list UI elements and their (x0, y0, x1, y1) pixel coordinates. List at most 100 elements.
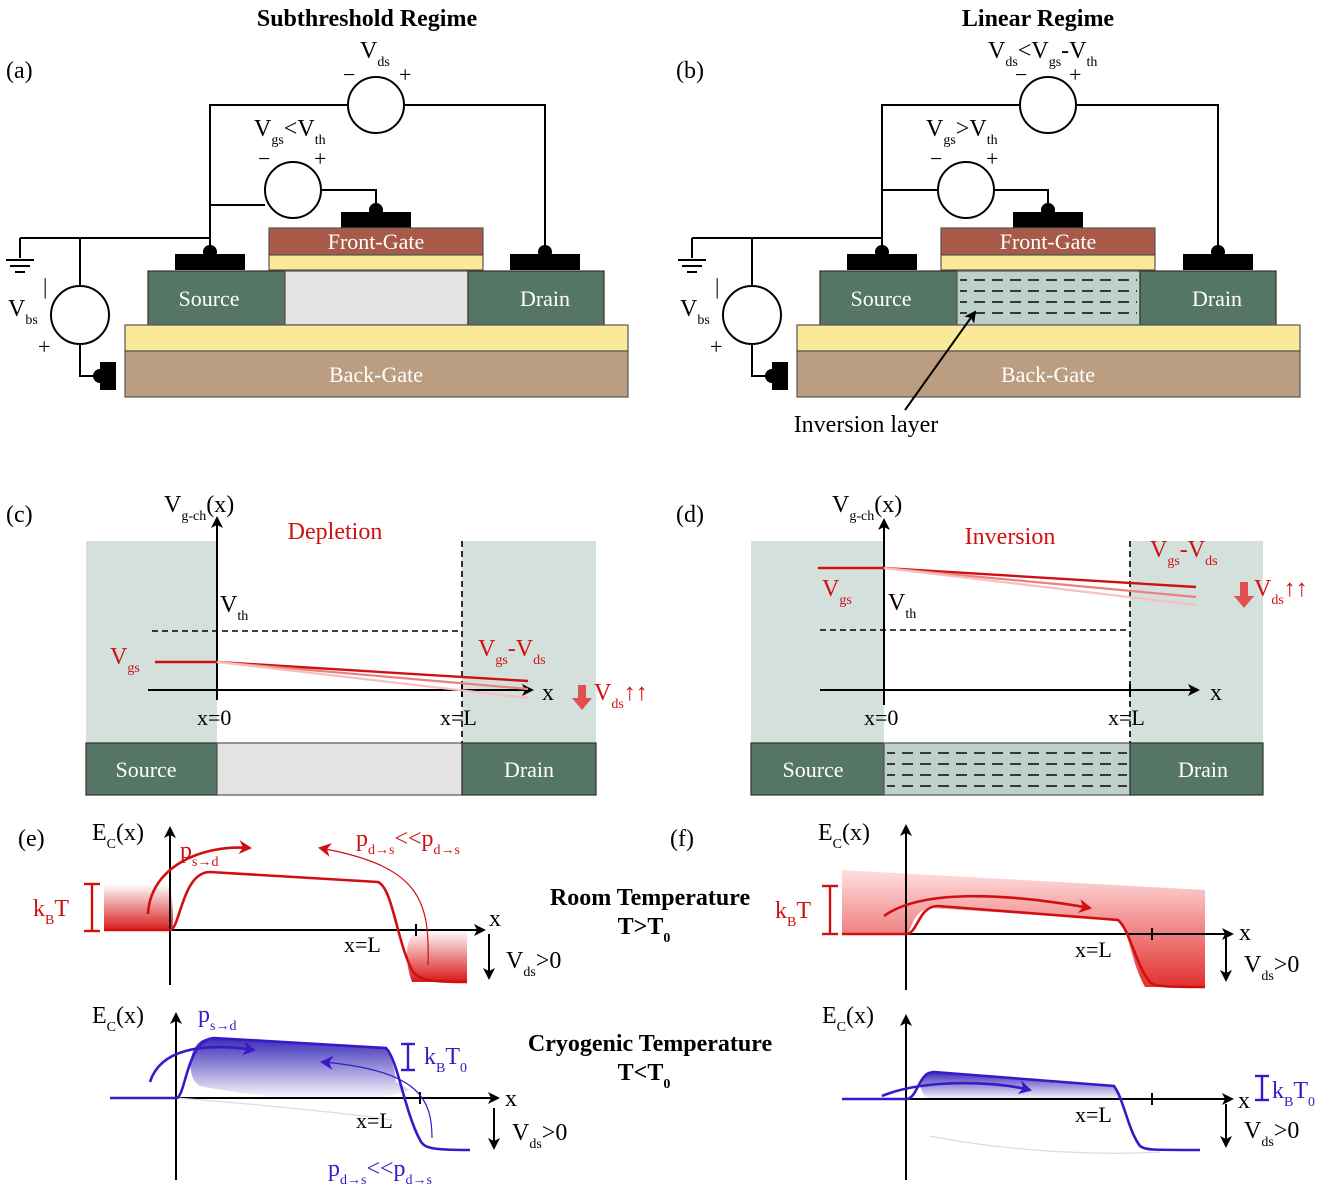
drain-label: Drain (520, 286, 570, 311)
vds-source (347, 76, 405, 134)
c-depletion: Depletion (288, 519, 383, 545)
vds-plus-b: + (1069, 62, 1081, 87)
inversion-layer-label: Inversion layer (794, 412, 939, 438)
f-cryo-xL: x=L (1075, 1102, 1112, 1127)
e-cryo-kbt-bracket (401, 1042, 415, 1072)
title-linear: Linear Regime (962, 6, 1115, 32)
f-cryo-fill (920, 1072, 1124, 1100)
f-cryo-vds: Vds>0 (1244, 1118, 1299, 1150)
e-cryo-vds: Vds>0 (512, 1120, 567, 1152)
f-room-kbt: kBT (775, 898, 811, 930)
vbs-plus-b: + (710, 334, 722, 359)
f-room-fill (842, 870, 1205, 987)
f-room-arrow (883, 894, 1092, 918)
vgs-source-b (937, 161, 995, 219)
c-vgs-vds: Vgs-Vds (478, 636, 546, 668)
room-temp-label: Room Temperature (550, 885, 751, 911)
f-cryo-arrow (881, 1080, 1032, 1098)
vgs-plus: + (314, 146, 326, 171)
e-room-pds: pd→s<<pd→s (356, 826, 460, 858)
vds-source-b (1019, 76, 1077, 134)
back-gate (124, 350, 629, 398)
vgs-label: Vgs<Vth (254, 116, 326, 148)
e-cryo-xL: x=L (356, 1108, 393, 1133)
d-bg-left (751, 541, 884, 743)
c-potential-1 (216, 660, 529, 683)
c-vgs: Vgs (110, 644, 140, 676)
drain-contact-dot (538, 245, 552, 259)
e-cryo-ylabel: EC(x) (92, 1003, 144, 1035)
e-cryo-pds: pd→s<<pd→s (328, 1156, 432, 1188)
drain-label-b: Drain (1192, 286, 1242, 311)
cryo-temp-label: Cryogenic Temperature (528, 1031, 773, 1057)
gate-oxide (268, 254, 484, 271)
d-ylabel: Vg-ch(x) (832, 492, 902, 524)
backgate-contact-b (772, 362, 788, 390)
d-potential-2 (883, 566, 1197, 599)
drain-region-b (1139, 270, 1277, 326)
vbs-source-b (722, 285, 782, 345)
vds-label: Vds (360, 38, 390, 70)
d-xlabel: x (1210, 680, 1222, 706)
source-contact-dot (203, 245, 217, 259)
c-bg-right (462, 541, 596, 743)
d-vds-up: Vds↑↑ (1254, 576, 1308, 608)
drain-region (467, 270, 605, 326)
backgate-contact-dot-b (765, 369, 779, 383)
buried-oxide (124, 324, 629, 352)
vgs-label-b: Vgs>Vth (926, 116, 998, 148)
cryo-temp-cond: T<T0 (618, 1060, 671, 1092)
drain-contact-b (1183, 254, 1253, 270)
c-channel (216, 742, 463, 796)
c-potential-2 (216, 660, 529, 691)
source-label-b: Source (850, 286, 911, 311)
gate-contact-dot-b (1041, 203, 1055, 217)
e-room-vds: Vds>0 (506, 948, 561, 980)
e-cryo-kbt: kBT0 (424, 1044, 467, 1076)
vbs-label-b: Vbs (680, 296, 710, 328)
panel-label-f: (f) (670, 826, 694, 852)
panel-label-c: (c) (6, 502, 33, 528)
vbs-minus: | (43, 274, 47, 299)
e-room-x: x (489, 906, 501, 932)
e-room-psd: ps→d (180, 838, 218, 870)
e-cryo-psd: ps→d (198, 1002, 236, 1034)
e-room-ylabel: EC(x) (92, 820, 144, 852)
f-room-vds: Vds>0 (1244, 952, 1299, 984)
d-potential-1 (883, 566, 1197, 589)
source-contact-b (847, 254, 917, 270)
vbs-label: Vbs (8, 296, 38, 328)
drain-contact (510, 254, 580, 270)
d-drain (1129, 742, 1264, 796)
c-ylabel: Vg-ch(x) (164, 492, 234, 524)
d-inversion: Inversion (965, 524, 1056, 550)
vds-plus: + (399, 62, 411, 87)
panel-f-cryo: EC(x) x kBT0 x=L Vds>0 (822, 1003, 1315, 1180)
d-channel-dashes (887, 746, 1127, 792)
panel-f-room: (f) EC(x) kBT x x=L Vds>0 (670, 820, 1299, 990)
vgs-source (264, 161, 322, 219)
d-source (750, 742, 885, 796)
e-cryo-shadow (175, 1097, 393, 1121)
c-x0: x=0 (197, 705, 231, 730)
e-room-xL: x=L (344, 932, 381, 957)
vgs-minus: − (258, 146, 270, 171)
gate-contact (341, 212, 411, 228)
f-cryo-kbt: kBT0 (1272, 1078, 1315, 1110)
panel-c: (c) Source Drain Vg-ch(x) x x=0 x=L Vth … (6, 492, 648, 796)
d-bg-right (1130, 541, 1263, 743)
vgs-minus-b: − (930, 146, 942, 171)
c-xL: x=L (440, 705, 477, 730)
room-temp-cond: T>T0 (618, 914, 671, 946)
source-region-b (819, 270, 958, 326)
c-source-label: Source (115, 757, 176, 782)
buried-oxide-b (796, 324, 1301, 352)
f-room-band (842, 904, 1206, 989)
backgate-contact-dot (93, 369, 107, 383)
e-room-arrow-ds (318, 843, 429, 966)
panel-d: (d) Source Drain Vg-ch(x) x x=0 x=L Vth … (676, 492, 1308, 796)
back-gate-label: Back-Gate (329, 362, 423, 387)
c-vth: Vth (220, 592, 248, 624)
vbs-minus-b: | (715, 274, 719, 299)
vbs-plus: + (38, 334, 50, 359)
